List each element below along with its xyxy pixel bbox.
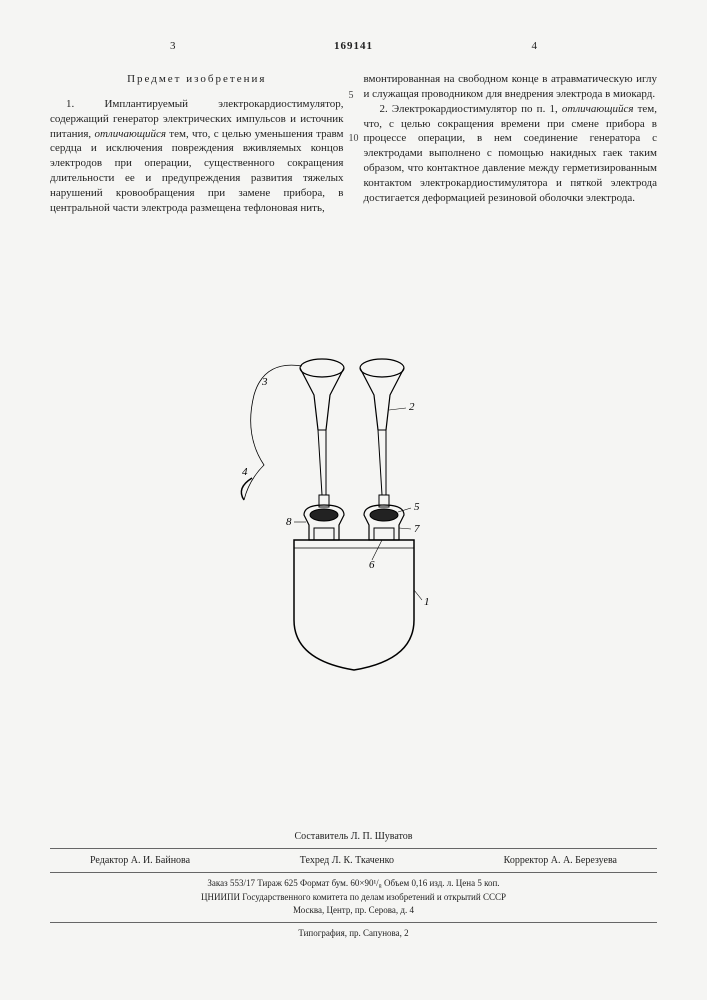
connector-left <box>304 495 344 540</box>
editor-name: А. И. Байнова <box>131 855 190 866</box>
editor-label: Редактор <box>90 855 128 866</box>
line-num: 10 <box>349 133 359 144</box>
cap-right <box>360 359 404 430</box>
claim2-text: 2. Электрокардиостимулятор по п. 1, <box>380 103 562 115</box>
label-2: 2 <box>409 401 415 413</box>
footer: Составитель Л. П. Шуватов Редактор А. И.… <box>50 829 657 940</box>
tech-name: Л. К. Ткаченко <box>332 855 394 866</box>
label-4: 4 <box>242 466 248 478</box>
col-num-left: 3 <box>170 40 176 52</box>
label-5: 5 <box>414 501 420 513</box>
compiler: Составитель Л. П. Шуватов <box>50 829 657 844</box>
left-column: Предмет изобретения 1. Имплантируемый эл… <box>50 72 344 216</box>
device-body <box>294 540 414 670</box>
line-numbers: 5 10 <box>349 90 359 144</box>
connector-right <box>364 495 404 540</box>
figure-labels: 1 2 3 4 5 6 7 8 <box>242 376 430 608</box>
patent-number: 169141 <box>334 40 373 52</box>
thread <box>244 365 302 500</box>
label-7: 7 <box>414 523 420 535</box>
claim1-cont: вмонтированная на свободном конце в атра… <box>364 72 658 102</box>
label-8: 8 <box>286 516 292 528</box>
line-num: 5 <box>349 90 359 101</box>
needle <box>241 478 252 500</box>
typography: Типография, пр. Сапунова, 2 <box>50 927 657 941</box>
credits-row: Редактор А. И. Байнова Техред Л. К. Ткач… <box>90 853 617 868</box>
pub-line1: Заказ 553/17 Тираж 625 Формат бум. 60×90… <box>50 877 657 891</box>
cap-left <box>300 359 344 430</box>
label-1: 1 <box>424 596 430 608</box>
pub-line3: Москва, Центр, пр. Серова, д. 4 <box>50 904 657 918</box>
claim2-emph: отличающийся <box>562 103 634 115</box>
corr-name: А. А. Березуева <box>551 855 617 866</box>
label-3: 3 <box>261 376 268 388</box>
claim1-emph: отличающийся <box>94 128 166 140</box>
claim-1: 1. Имплантируемый электрокардиостимулято… <box>50 97 344 216</box>
patent-figure: 1 2 3 4 5 6 7 8 <box>214 300 494 680</box>
label-6: 6 <box>369 559 375 571</box>
claim2-end: тем, что, с целью сокращения времени при… <box>364 103 658 204</box>
right-column: вмонтированная на свободном конце в атра… <box>364 72 658 216</box>
electrode-stem-left <box>318 430 326 495</box>
corr-label: Корректор <box>504 855 549 866</box>
col-num-right: 4 <box>532 40 538 52</box>
claim1-end: тем, что, с целью уменьшения травм сердц… <box>50 128 344 214</box>
tech-label: Техред <box>300 855 329 866</box>
pub-line2: ЦНИИПИ Государственного комитета по дела… <box>50 891 657 905</box>
claim-2: 2. Электрокардиостимулятор по п. 1, отли… <box>364 102 658 206</box>
section-title: Предмет изобретения <box>50 72 344 87</box>
electrode-stem-right <box>378 430 386 495</box>
